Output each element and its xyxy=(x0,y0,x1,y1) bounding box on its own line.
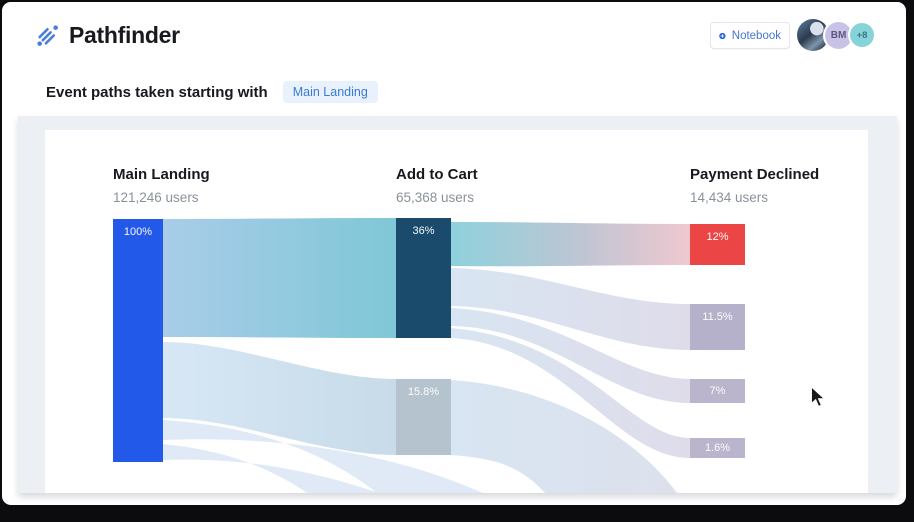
sankey-node-add-to-cart-15.8[interactable]: 15.8% xyxy=(396,379,451,455)
start-event-chip[interactable]: Main Landing xyxy=(282,81,378,103)
pathfinder-logo-icon xyxy=(37,25,58,46)
column-users-count: 65,368 users xyxy=(396,190,475,205)
node-pct-label: 12% xyxy=(706,231,729,243)
column-title: Main Landing xyxy=(113,166,210,183)
notebook-button-label: Notebook xyxy=(731,29,781,42)
sankey-node-payment-declined-1.6[interactable]: 1.6% xyxy=(690,438,745,458)
avatar-initials[interactable]: BM xyxy=(825,22,852,49)
page-title: Pathfinder xyxy=(69,22,180,48)
sankey-node-payment-declined-12[interactable]: 12% xyxy=(690,224,745,265)
query-lead-text: Event paths taken starting with xyxy=(46,83,268,101)
avatar-group: BM +8 xyxy=(797,19,881,52)
column-users-count: 14,434 users xyxy=(690,190,769,205)
plus-circle-icon xyxy=(719,32,726,39)
sankey-flows xyxy=(163,218,690,493)
sankey-node-payment-declined-11.5[interactable]: 11.5% xyxy=(690,304,745,350)
content-panel: Main Landing 121,246 users Add to Cart 6… xyxy=(18,116,897,493)
notebook-button[interactable]: Notebook xyxy=(710,22,790,49)
sankey-chart-card: Main Landing 121,246 users Add to Cart 6… xyxy=(45,130,868,493)
node-pct-label: 7% xyxy=(709,385,726,397)
column-header-main-landing: Main Landing 121,246 users xyxy=(113,166,210,205)
column-users-count: 121,246 users xyxy=(113,190,199,205)
app-header: Pathfinder Notebook BM +8 Event paths ta… xyxy=(2,2,906,116)
sankey-node-main-landing-100[interactable]: 100% xyxy=(113,219,163,462)
brand: Pathfinder xyxy=(35,22,180,49)
column-title: Payment Declined xyxy=(690,166,820,183)
node-pct-label: 1.6% xyxy=(704,442,731,454)
node-pct-label: 36% xyxy=(412,225,435,237)
column-title: Add to Cart xyxy=(396,166,478,183)
avatar-overflow-count[interactable]: +8 xyxy=(850,23,874,47)
column-header-payment-declined: Payment Declined 14,434 users xyxy=(690,166,819,205)
app-window: Pathfinder Notebook BM +8 Event paths ta… xyxy=(2,2,906,505)
sankey-node-add-to-cart-36[interactable]: 36% xyxy=(396,218,451,338)
node-pct-label: 11.5% xyxy=(702,311,733,323)
column-header-add-to-cart: Add to Cart 65,368 users xyxy=(396,166,478,205)
sankey-node-payment-declined-7[interactable]: 7% xyxy=(690,379,745,403)
query-bar: Event paths taken starting with Main Lan… xyxy=(46,81,378,103)
node-pct-label: 100% xyxy=(123,226,153,238)
avatar-photo[interactable] xyxy=(797,19,829,51)
node-pct-label: 15.8% xyxy=(407,386,440,398)
